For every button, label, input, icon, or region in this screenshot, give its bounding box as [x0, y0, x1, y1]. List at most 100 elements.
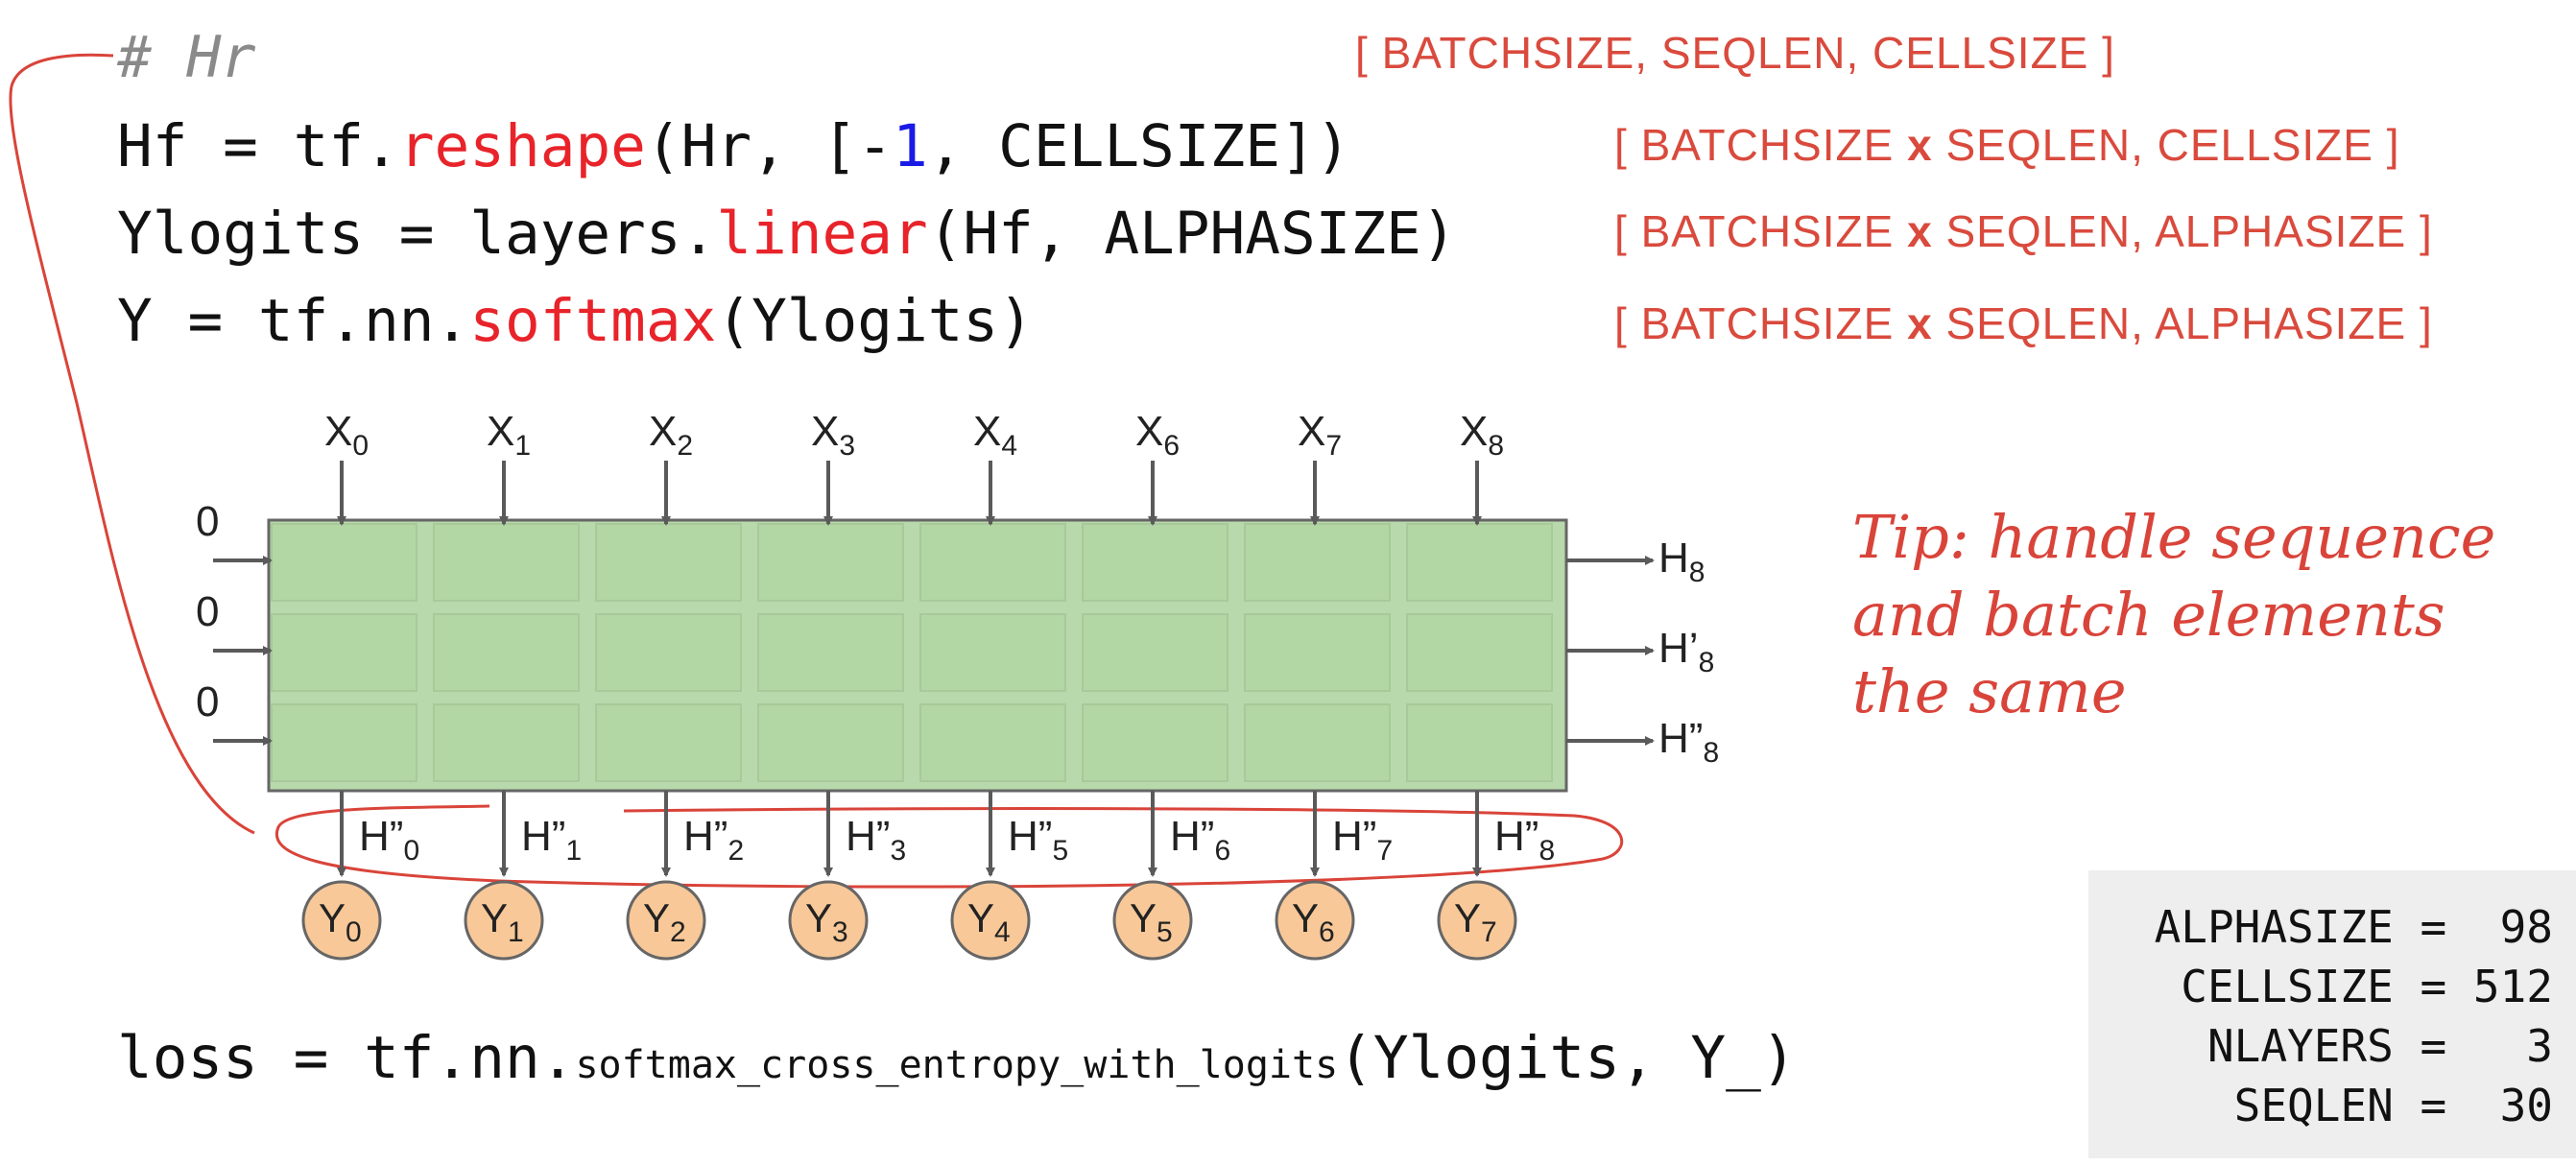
input-label-x: X4 [973, 411, 1017, 461]
output-label-y: Y1 [481, 898, 524, 947]
rnn-cell [757, 523, 904, 602]
label-main: Y [1130, 895, 1157, 940]
label-main: H’ [1658, 625, 1699, 672]
final-state-label: H”8 [1658, 718, 1719, 768]
rnn-cell [919, 523, 1066, 602]
label-subscript: 3 [832, 916, 848, 948]
label-main: X [1460, 408, 1489, 455]
param-value: 3 [2472, 1020, 2553, 1072]
rnn-cell [433, 523, 580, 602]
label-subscript: 8 [1688, 557, 1705, 588]
times-symbol: x [1907, 298, 1933, 348]
bracket: ] [2406, 206, 2433, 256]
rnn-cell [1406, 523, 1553, 602]
output-label-y: Y7 [1454, 898, 1497, 947]
hyperparameter-box: ALPHASIZE = 98 CELLSIZE = 512 NLAYERS = … [2088, 870, 2576, 1158]
output-label-h: H”3 [846, 816, 906, 866]
code-text: Y = tf.nn. [117, 287, 470, 355]
initial-state-zero: 0 [196, 678, 220, 725]
output-circle [1275, 880, 1355, 961]
code-keyword: softmax [469, 287, 717, 355]
label-main: Y [319, 895, 346, 940]
tip-note: Tip: handle sequence and batch elements th… [1852, 499, 2495, 731]
final-state-label: H’8 [1658, 628, 1714, 678]
label-main: Y [805, 895, 833, 940]
code-function: softmax_cross_entropy_with_logits [575, 1043, 1339, 1087]
shape-text: SEQLEN, ALPHASIZE [1932, 298, 2407, 348]
param-alphasize: ALPHASIZE = 98 [2155, 905, 2553, 949]
input-label-x: X6 [1135, 411, 1180, 461]
output-label-y: Y6 [1292, 898, 1335, 947]
rnn-cell [1406, 613, 1553, 692]
label-subscript: 1 [514, 430, 532, 462]
output-circle [301, 880, 382, 961]
code-text: loss = tf.nn. [117, 1024, 576, 1092]
label-main: H” [1658, 715, 1704, 762]
label-subscript: 5 [1157, 916, 1173, 948]
shape-annotation-hr: [ BATCHSIZE, SEQLEN, CELLSIZE ] [1355, 31, 2115, 75]
times-symbol: x [1907, 120, 1933, 170]
label-subscript: 3 [890, 835, 907, 867]
label-main: X [649, 408, 678, 455]
shape-text: SEQLEN, CELLSIZE [1932, 120, 2373, 170]
output-label-h: H”6 [1170, 816, 1230, 866]
label-subscript: 4 [1001, 430, 1018, 462]
output-label-y: Y5 [1130, 898, 1173, 947]
label-main: H” [1008, 813, 1053, 860]
label-main: H” [1332, 813, 1377, 860]
output-circle [626, 880, 706, 961]
label-main: Y [967, 895, 995, 940]
output-circle [950, 880, 1031, 961]
rnn-cell [1082, 613, 1228, 692]
code-line-linear: Ylogits = layers.linear(Hf, ALPHASIZE) [117, 204, 1457, 263]
label-main: Y [643, 895, 671, 940]
param-value: 30 [2472, 1080, 2553, 1131]
rnn-cell [1406, 703, 1553, 782]
output-row-ellipse [275, 804, 1624, 889]
output-label-y: Y4 [967, 898, 1011, 947]
output-label-h: H”8 [1494, 816, 1555, 866]
label-subscript: 6 [1163, 430, 1181, 462]
code-keyword: linear [716, 200, 928, 268]
output-circle [1112, 880, 1193, 961]
label-main: H” [846, 813, 891, 860]
input-label-x: X0 [324, 411, 369, 461]
label-subscript: 8 [1488, 430, 1505, 462]
label-subscript: 8 [1703, 737, 1720, 769]
label-main: X [487, 408, 515, 455]
rnn-cell [433, 613, 580, 692]
param-eq: = [2393, 1020, 2473, 1072]
tip-line: and batch elements [1852, 579, 2445, 650]
rnn-cell [595, 703, 742, 782]
rnn-cell-grid [267, 518, 1568, 793]
label-main: H” [359, 813, 404, 860]
label-subscript: 2 [727, 835, 745, 867]
shape-annotation-ylogits: [ BATCHSIZE x SEQLEN, ALPHASIZE ] [1614, 209, 2433, 253]
shape-text: BATCHSIZE, SEQLEN, CELLSIZE [1381, 28, 2089, 78]
code-text: (Ylogits, Y_) [1338, 1024, 1797, 1092]
param-eq: = [2393, 1080, 2473, 1131]
output-label-h: H”1 [521, 816, 582, 866]
input-label-x: X8 [1460, 411, 1504, 461]
rnn-cell [595, 523, 742, 602]
label-subscript: 4 [994, 916, 1011, 948]
label-subscript: 7 [1376, 835, 1394, 867]
hr-comment: # Hr [117, 24, 256, 91]
arrows [213, 461, 1655, 877]
output-label-h: H”2 [683, 816, 744, 866]
rnn-cell [757, 703, 904, 782]
rnn-cell [757, 613, 904, 692]
param-name: ALPHASIZE [2154, 901, 2394, 953]
label-main: X [324, 408, 353, 455]
param-value: 512 [2472, 961, 2553, 1012]
param-value: 98 [2472, 901, 2553, 953]
label-main: H” [1170, 813, 1215, 860]
label-main: Y [1292, 895, 1320, 940]
bracket: ] [2373, 120, 2400, 170]
input-label-x: X7 [1298, 411, 1342, 461]
code-text: , CELLSIZE]) [927, 112, 1351, 180]
label-subscript: 0 [403, 835, 420, 867]
rnn-cell [595, 613, 742, 692]
label-subscript: 6 [1214, 835, 1231, 867]
